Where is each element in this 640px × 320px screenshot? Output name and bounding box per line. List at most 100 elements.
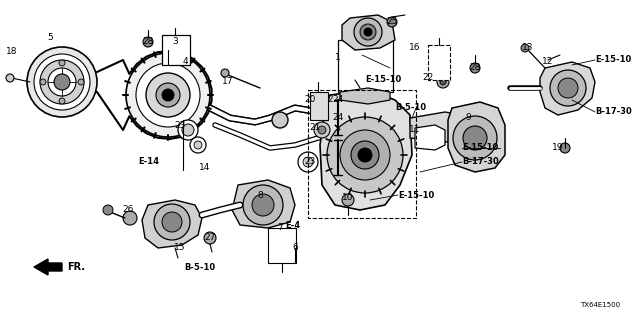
- Polygon shape: [232, 180, 295, 228]
- Bar: [162, 35, 190, 65]
- Text: 19: 19: [552, 143, 564, 153]
- Text: 23: 23: [174, 121, 186, 130]
- Circle shape: [272, 112, 288, 128]
- Text: E-14: E-14: [138, 157, 159, 166]
- Circle shape: [470, 63, 480, 73]
- Circle shape: [48, 68, 76, 96]
- Text: E-15-10: E-15-10: [365, 76, 401, 84]
- Text: 16: 16: [409, 44, 420, 52]
- Text: 17: 17: [222, 77, 234, 86]
- Text: 15: 15: [174, 244, 186, 252]
- Text: 26: 26: [122, 205, 134, 214]
- Circle shape: [342, 194, 354, 206]
- Circle shape: [59, 98, 65, 104]
- Circle shape: [103, 205, 113, 215]
- Circle shape: [40, 60, 84, 104]
- Text: 24: 24: [332, 95, 344, 105]
- Text: E-15-10: E-15-10: [462, 143, 499, 153]
- Circle shape: [358, 148, 372, 162]
- Circle shape: [146, 73, 190, 117]
- Circle shape: [314, 122, 330, 138]
- Text: 10: 10: [342, 194, 354, 203]
- Text: B-5-10: B-5-10: [184, 263, 216, 273]
- Circle shape: [252, 194, 274, 216]
- Circle shape: [221, 69, 229, 77]
- Circle shape: [154, 204, 190, 240]
- Text: E-4: E-4: [285, 220, 300, 229]
- Polygon shape: [320, 90, 412, 210]
- Polygon shape: [342, 15, 395, 50]
- Circle shape: [156, 83, 180, 107]
- Circle shape: [59, 60, 65, 66]
- Bar: [268, 228, 296, 263]
- Circle shape: [40, 79, 46, 85]
- Circle shape: [78, 79, 84, 85]
- Polygon shape: [410, 112, 465, 142]
- Text: 23: 23: [304, 157, 316, 166]
- Circle shape: [303, 157, 313, 167]
- Polygon shape: [448, 102, 505, 172]
- Text: 18: 18: [6, 47, 18, 57]
- Text: B-17-30: B-17-30: [462, 157, 499, 166]
- Text: 8: 8: [257, 190, 263, 199]
- Text: 14: 14: [199, 164, 211, 172]
- Text: 12: 12: [542, 58, 554, 67]
- Text: TX64E1500: TX64E1500: [580, 302, 620, 308]
- Circle shape: [560, 143, 570, 153]
- Circle shape: [437, 76, 449, 88]
- Bar: [338, 40, 393, 92]
- Text: 2: 2: [327, 95, 333, 105]
- Text: 6: 6: [292, 244, 298, 252]
- Circle shape: [27, 47, 97, 117]
- Circle shape: [558, 78, 578, 98]
- Polygon shape: [540, 62, 595, 115]
- Circle shape: [387, 17, 397, 27]
- Text: 20: 20: [304, 95, 316, 105]
- Circle shape: [143, 37, 153, 47]
- Circle shape: [6, 74, 14, 82]
- Circle shape: [521, 44, 529, 52]
- Text: 27: 27: [204, 234, 216, 243]
- Bar: [428, 45, 450, 80]
- Text: 5: 5: [47, 33, 53, 42]
- Text: 22: 22: [422, 74, 434, 83]
- Circle shape: [123, 211, 137, 225]
- Circle shape: [162, 89, 174, 101]
- Circle shape: [364, 28, 372, 36]
- Circle shape: [162, 212, 182, 232]
- Polygon shape: [340, 88, 390, 104]
- Circle shape: [318, 126, 326, 134]
- Text: 28: 28: [142, 37, 154, 46]
- Text: B-5-10: B-5-10: [395, 103, 426, 113]
- Circle shape: [298, 152, 318, 172]
- Circle shape: [440, 79, 446, 85]
- Circle shape: [243, 185, 283, 225]
- Circle shape: [453, 116, 497, 160]
- Circle shape: [136, 63, 200, 127]
- Text: 11: 11: [409, 125, 420, 134]
- Bar: [310, 92, 328, 120]
- FancyArrow shape: [34, 259, 62, 275]
- Text: 7: 7: [277, 223, 283, 233]
- Polygon shape: [142, 200, 202, 248]
- Circle shape: [351, 141, 379, 169]
- Polygon shape: [415, 125, 445, 150]
- Text: 13: 13: [522, 44, 534, 52]
- Circle shape: [54, 74, 70, 90]
- Text: FR.: FR.: [67, 262, 85, 272]
- Text: 25: 25: [387, 18, 397, 27]
- Text: B-17-30: B-17-30: [595, 108, 632, 116]
- Text: 28: 28: [469, 63, 481, 73]
- Circle shape: [126, 53, 210, 137]
- Circle shape: [178, 120, 198, 140]
- Circle shape: [354, 18, 382, 46]
- Text: 1: 1: [335, 53, 341, 62]
- Text: 4: 4: [182, 58, 188, 67]
- Circle shape: [204, 232, 216, 244]
- Circle shape: [182, 124, 194, 136]
- Text: 24: 24: [332, 114, 344, 123]
- Circle shape: [327, 117, 403, 193]
- Circle shape: [463, 126, 487, 150]
- Text: E-15-10: E-15-10: [595, 55, 631, 65]
- Circle shape: [360, 24, 376, 40]
